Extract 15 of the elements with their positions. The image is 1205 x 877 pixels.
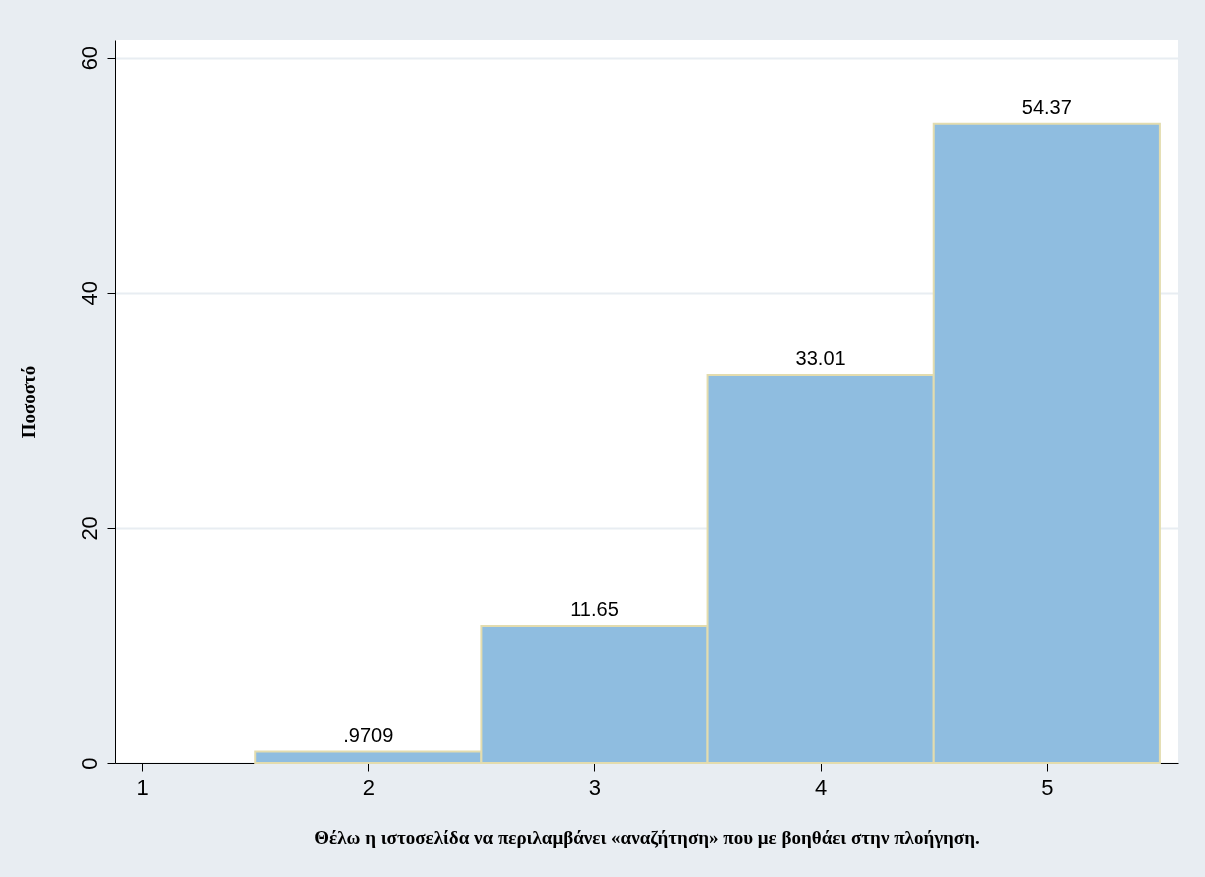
data-label: 54.37	[1021, 95, 1072, 118]
data-label: 33.01	[795, 346, 846, 369]
y-axis-title: Ποσοστό	[17, 365, 39, 439]
y-tick-label: 40	[76, 281, 102, 306]
y-tick-label: 0	[76, 757, 102, 770]
x-tick-label: 5	[1041, 774, 1054, 800]
y-tick-label: 20	[76, 516, 102, 541]
x-tick-label: 3	[588, 774, 602, 800]
x-tick-label: 1	[136, 774, 149, 800]
x-tick-label: 2	[362, 774, 375, 800]
data-label: 11.65	[570, 598, 619, 621]
x-tick-label: 4	[815, 774, 828, 800]
data-label: .9709	[343, 723, 394, 746]
y-tick-label: 60	[76, 45, 102, 71]
x-axis-title: Θέλω η ιστοσελίδα να περιλαμβάνει «αναζήτηση» που με βοηθάει στην πλοήγηση.	[314, 826, 980, 848]
